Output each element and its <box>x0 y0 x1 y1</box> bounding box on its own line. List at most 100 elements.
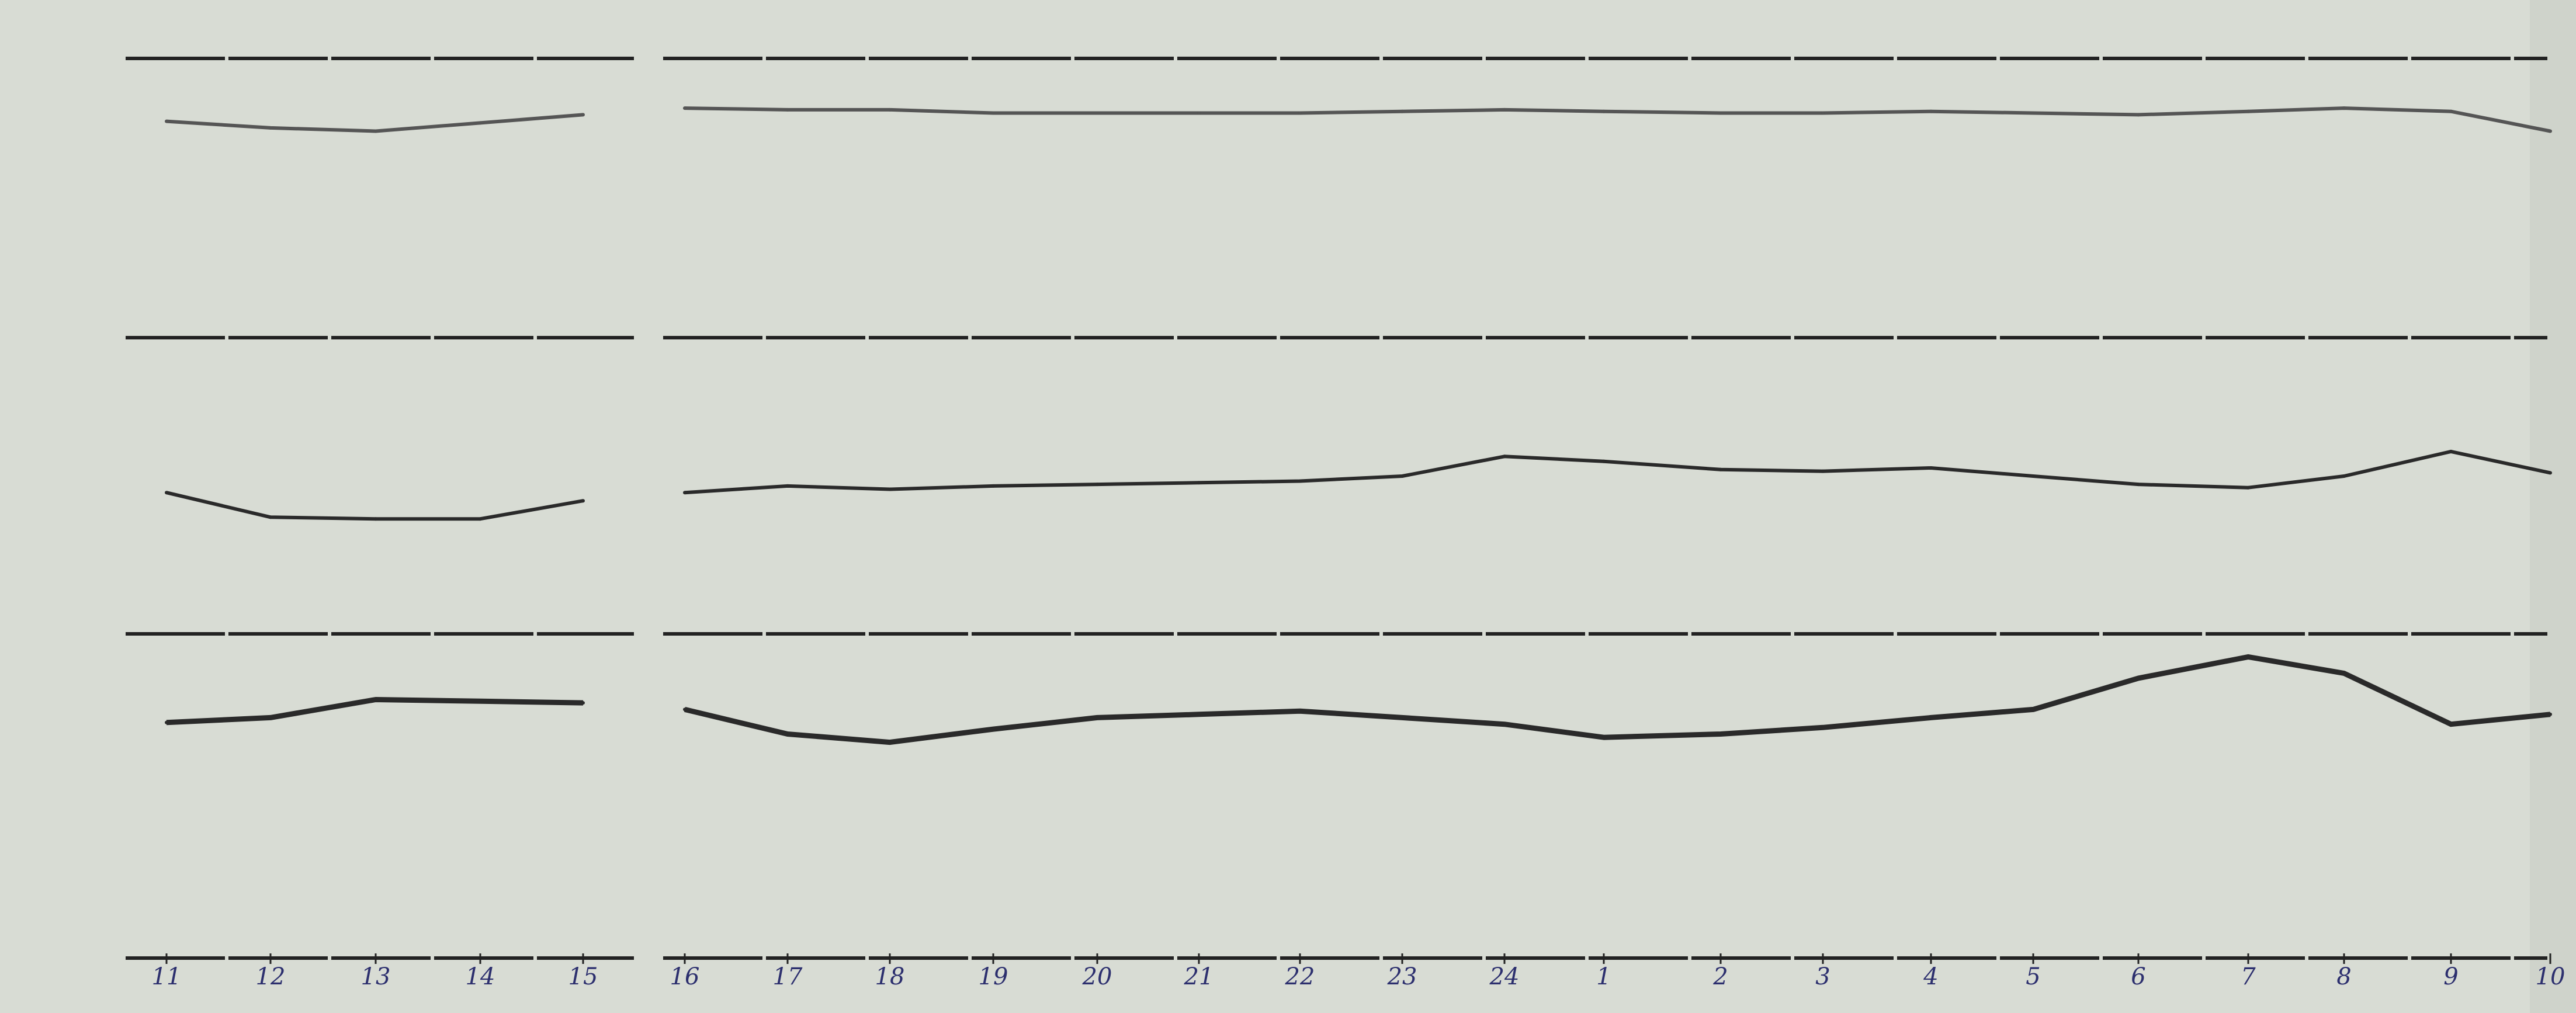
trace-2-point <box>1602 459 1606 463</box>
tick-label: 13 <box>361 963 391 990</box>
tick-label: 3 <box>1815 963 1830 990</box>
trace-3-point <box>581 701 585 705</box>
tick-label: 6 <box>2131 963 2145 990</box>
trace-3-point <box>374 698 377 702</box>
trace-1-point <box>269 126 272 130</box>
trace-1-point <box>2342 106 2346 110</box>
tick-label: 10 <box>2536 963 2565 990</box>
tick-label: 24 <box>1489 963 1520 990</box>
trace-3-point <box>1298 709 1302 713</box>
tick-label: 20 <box>1082 963 1112 990</box>
tick-label: 1 <box>1596 963 1611 990</box>
trace-2-point <box>991 484 995 488</box>
trace-1-point <box>1298 111 1302 115</box>
trace-2-point <box>683 491 687 495</box>
trace-1-point <box>991 111 995 115</box>
trace-1-point <box>374 129 377 133</box>
trace-1-point <box>1400 109 1404 113</box>
tick-label: 16 <box>670 963 700 990</box>
trace-3-point <box>1719 732 1722 736</box>
trace-1-point <box>2549 129 2552 133</box>
trace-2-point <box>888 487 892 491</box>
trace-2-point <box>2031 474 2035 478</box>
trace-1-point <box>2031 111 2035 115</box>
trace-2-point <box>479 517 482 521</box>
trace-2-point <box>1719 467 1722 471</box>
trace-2-point <box>2549 471 2552 475</box>
trace-3-point <box>2549 712 2552 716</box>
trace-3-point <box>165 720 168 724</box>
tick-label: 21 <box>1184 963 1214 990</box>
trace-2-point <box>1929 466 1933 470</box>
tick-label: 11 <box>152 963 182 990</box>
trace-3-point <box>2449 722 2453 726</box>
trace-1-point <box>1197 111 1201 115</box>
traces <box>165 106 2552 745</box>
trace-3-point <box>479 699 482 703</box>
trace-1-point <box>786 107 789 112</box>
trace-1-point <box>1719 111 1722 115</box>
trace-3-point <box>1602 736 1606 740</box>
tick-label: 23 <box>1387 963 1417 990</box>
trace-2-point <box>2449 449 2453 453</box>
trace-3-point <box>1503 722 1506 726</box>
trace-2-point <box>1503 455 1506 459</box>
tick-label: 12 <box>256 963 286 990</box>
trace-1-point <box>1602 109 1606 113</box>
trace-3-point <box>2031 707 2035 712</box>
trace-2-point <box>1095 483 1099 487</box>
trace-1-point <box>2137 113 2140 117</box>
trace-2-point <box>2137 483 2140 487</box>
tick-label: 18 <box>875 963 905 990</box>
trace-1-point <box>888 107 892 112</box>
trace-3-point <box>269 716 272 720</box>
tick-label: 8 <box>2336 963 2351 990</box>
trace-3-point <box>991 727 995 731</box>
trace-3-point <box>2246 655 2250 659</box>
trace-2-point <box>581 499 585 503</box>
tick-label: 14 <box>466 963 495 990</box>
trace-2-point <box>1821 469 1825 473</box>
tick-label: 19 <box>979 963 1008 990</box>
trace-3-point <box>2137 676 2140 680</box>
trace-2-point <box>2342 474 2346 478</box>
trace-1-point <box>479 121 482 125</box>
tick-label: 4 <box>1923 963 1938 990</box>
trace-3-point <box>683 707 687 712</box>
trace-3-point <box>888 740 892 744</box>
tick-label: 2 <box>1712 963 1728 990</box>
trace-1-point <box>2449 109 2453 113</box>
trace-1-point <box>581 113 585 117</box>
trace-1-point <box>1929 109 1933 113</box>
trace-3-point <box>1821 726 1825 730</box>
trace-3-point <box>1197 712 1201 716</box>
trace-2-point <box>2246 485 2250 490</box>
trace-1-point <box>1821 111 1825 115</box>
trace-3-point <box>2342 671 2346 675</box>
trace-1-point <box>1503 107 1506 112</box>
tick-label: 22 <box>1285 963 1315 990</box>
trace-1-point <box>2246 109 2250 113</box>
baselines <box>126 57 2547 960</box>
paper-edge-right <box>2530 0 2576 1013</box>
tick-label: 17 <box>773 963 803 990</box>
trace-2-point <box>374 517 377 521</box>
trace-2-point <box>165 491 168 495</box>
trace-3-point <box>786 732 789 736</box>
tick-label: 15 <box>568 963 598 990</box>
trace-2-point <box>786 484 789 488</box>
trace-1-point <box>683 106 687 110</box>
trace-2-point <box>1400 474 1404 478</box>
tick-label: 9 <box>2443 963 2458 990</box>
trace-1-point <box>1095 111 1099 115</box>
trace-3-point <box>1400 716 1404 720</box>
tick-label: 5 <box>2026 963 2040 990</box>
x-axis-ticks: 11 12 13 14 15 16 17 18 19 20 21 22 23 24 1 2 3 4 5 6 7 8 9 10 <box>152 953 2565 990</box>
trace-2-point <box>269 515 272 519</box>
trace-3-point <box>1929 716 1933 720</box>
trace-3-point <box>1095 716 1099 720</box>
trace-2-point <box>1298 479 1302 483</box>
tick-label: 7 <box>2241 963 2256 990</box>
